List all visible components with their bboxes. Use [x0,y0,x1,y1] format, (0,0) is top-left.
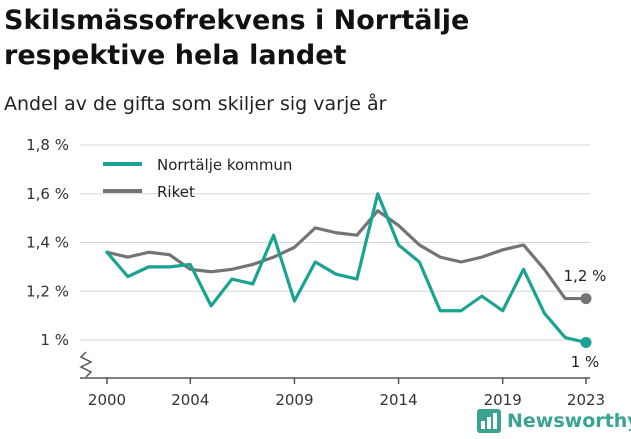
end-label-norrtalje: 1 % [571,353,600,371]
x-tick-label: 2000 [88,391,126,409]
y-tick-label: 1,6 % [26,185,69,203]
y-tick-label: 1 % [40,331,69,349]
chart-subtitle: Andel av de gifta som skiljer sig varje … [4,93,387,115]
grid-lines [80,144,590,341]
series-lines [105,192,592,348]
end-point-norrtalje [580,336,592,348]
x-tick-label: 2019 [484,391,522,409]
chart-title: Skilsmässofrekvens i Norrtälje respektiv… [4,5,470,71]
legend-label-riket: Riket [157,183,195,201]
series-line-riket [105,209,588,301]
y-tick-label: 1,4 % [26,234,69,252]
legend-label-norrtalje: Norrtälje kommun [157,156,292,174]
x-tick-label: 2014 [379,391,417,409]
newsworthy-logo-icon [477,409,501,433]
x-tick-label: 2004 [171,391,209,409]
series-line-norrtalje [105,192,588,345]
axis-break-icon [79,351,93,378]
y-tick-label: 1,8 % [26,136,69,154]
y-axis-labels: 1 % 1,2 % 1,4 % 1,6 % 1,8 % [26,136,69,349]
newsworthy-brand: Newsworthy [476,406,631,436]
x-axis [79,351,590,379]
x-axis-labels: 2000 2004 2009 2014 2019 2023 [88,378,605,409]
brand-name: Newsworthy [507,410,631,432]
x-tick-label: 2009 [275,391,313,409]
legend: Norrtälje kommun Riket [103,156,292,201]
end-point-riket [580,293,592,305]
y-tick-label: 1,2 % [26,282,69,300]
x-tick-label: 2023 [567,391,605,409]
end-label-riket: 1,2 % [564,267,607,285]
end-labels: 1,2 % 1 % [564,267,607,371]
